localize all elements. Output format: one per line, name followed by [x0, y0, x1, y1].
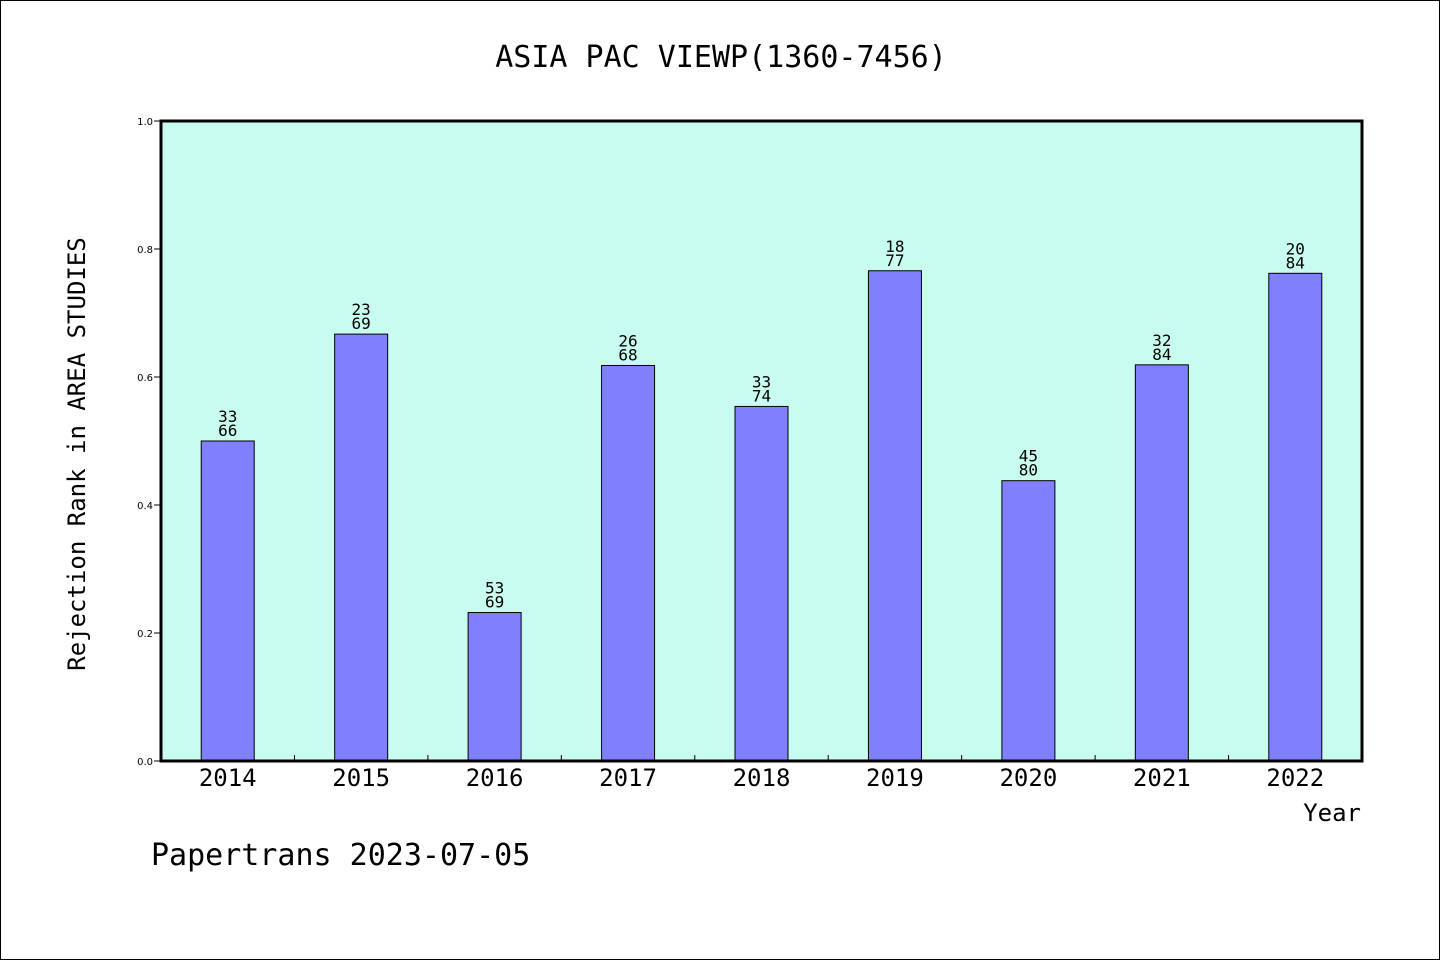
- bar-label-top: 26: [618, 331, 637, 350]
- bar-label-bottom: 80: [1019, 461, 1038, 480]
- bar-label-top: 20: [1286, 239, 1305, 258]
- bar-2021: [1134, 364, 1189, 762]
- chart-title: ASIA PAC VIEWP(1360-7456): [495, 40, 947, 75]
- x-tick-label: 2022: [1266, 764, 1324, 792]
- y-tick-label: 1.0: [137, 117, 153, 128]
- x-tick-label: 2015: [332, 764, 390, 792]
- bar-2016: [467, 612, 522, 762]
- bar-label-bottom: 66: [218, 421, 237, 440]
- bar-label-bottom: 84: [1152, 345, 1171, 364]
- bar-2019: [867, 270, 922, 762]
- y-tick-label: 0.2: [137, 629, 153, 640]
- bar-2015: [334, 333, 389, 762]
- y-tick-label: 0.0: [137, 757, 153, 768]
- x-tick-label: 2020: [999, 764, 1057, 792]
- bar-label-top: 18: [885, 237, 904, 256]
- bar-2022: [1268, 272, 1323, 762]
- bar-2014: [200, 440, 255, 762]
- bar-label-bottom: 68: [618, 345, 637, 364]
- x-tick-label: 2019: [866, 764, 924, 792]
- plot-border: [159, 119, 1364, 763]
- x-tick-label: 2018: [733, 764, 791, 792]
- y-tick-label: 0.6: [137, 373, 153, 384]
- x-tick-label: 2021: [1133, 764, 1191, 792]
- x-tick-label: 2014: [199, 764, 257, 792]
- x-tick-label: 2017: [599, 764, 657, 792]
- bar-2017: [601, 364, 656, 762]
- bar-label-bottom: 69: [352, 314, 371, 333]
- bar-2020: [1001, 480, 1056, 762]
- bar-label-top: 33: [218, 407, 237, 426]
- bar-label-top: 33: [752, 372, 771, 391]
- bar-2018: [734, 405, 789, 762]
- bar-label-bottom: 77: [885, 251, 904, 270]
- y-tick-label: 0.8: [137, 245, 153, 256]
- bar-label-bottom: 74: [752, 386, 771, 405]
- y-tick-label: 0.4: [137, 501, 153, 512]
- y-axis: 0.0 0.2 0.4 0.6 0.8 1.0: [137, 117, 161, 768]
- bar-label-top: 32: [1152, 331, 1171, 350]
- x-axis-label: Year: [1303, 799, 1361, 827]
- bar-label-top: 45: [1019, 447, 1038, 466]
- bar-label-top: 53: [485, 579, 504, 598]
- x-axis: 2014 2015 2016 2017 2018 2019 2020 2021 2022: [199, 755, 1324, 792]
- bar-label-top: 23: [352, 300, 371, 319]
- bar-label-bottom: 69: [485, 593, 504, 612]
- y-axis-label: Rejection Rank in AREA STUDIES: [63, 237, 91, 670]
- bar-label-bottom: 84: [1286, 253, 1305, 272]
- x-tick-label: 2016: [466, 764, 524, 792]
- footer-note: Papertrans 2023-07-05: [151, 838, 530, 873]
